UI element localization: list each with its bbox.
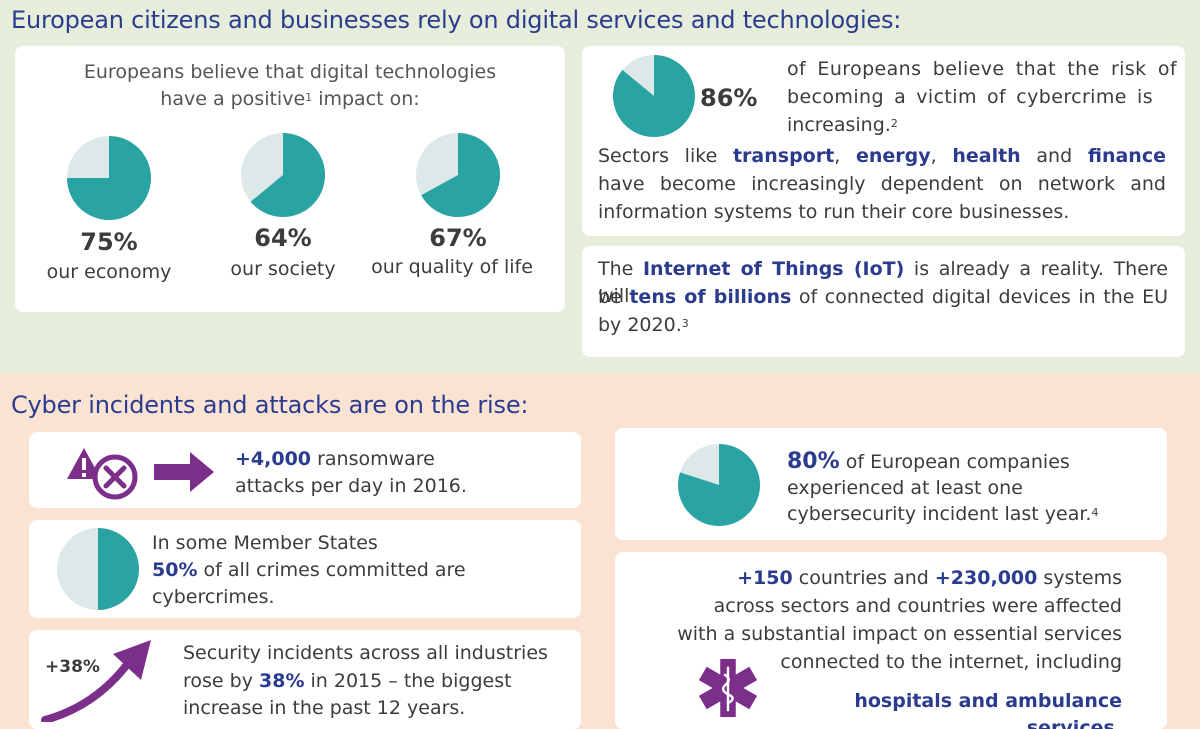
- countries-line2: across sectors and countries were affect…: [625, 593, 1122, 620]
- companies-line2: experienced at least one: [787, 475, 1157, 502]
- star-of-life-icon: [697, 656, 759, 720]
- crimes-line2: 50% of all crimes committed are: [152, 557, 572, 584]
- security-line1: Security incidents across all industries: [183, 640, 573, 667]
- pct-cybercrime: 86%: [700, 84, 770, 112]
- pct-society: 64%: [233, 224, 333, 252]
- pie-society: [240, 132, 326, 218]
- ransomware-line2: attacks per day in 2016.: [235, 473, 575, 500]
- crimes-card: In some Member States 50% of all crimes …: [29, 520, 581, 618]
- label-economy: our economy: [19, 261, 199, 283]
- cybercrime-line2: becoming a victim of cybercrime is: [787, 84, 1153, 111]
- countries-line5: hospitals and ambulance services.: [765, 688, 1122, 729]
- section-heading-incidents: Cyber incidents and attacks are on the r…: [11, 391, 528, 419]
- pie-crimes: [56, 527, 140, 611]
- companies-line3: cybersecurity incident last year.4: [787, 501, 1157, 528]
- arrow-right-icon: [154, 450, 216, 494]
- iot-line3: by 2020.3: [598, 312, 1168, 339]
- cybercrime-line3: increasing.2: [787, 112, 1177, 139]
- pie-companies: [677, 443, 761, 527]
- countries-line1: +150 countries and +230,000 systems: [625, 565, 1122, 592]
- pie-economy: [66, 135, 152, 221]
- ransomware-card: +4,000 ransomware attacks per day in 201…: [29, 432, 581, 508]
- pie-crimes-slice: [98, 528, 139, 610]
- belief-intro-line2: have a positive1 impact on:: [15, 86, 565, 113]
- companies-card: 80% of European companies experienced at…: [615, 428, 1167, 540]
- countries-card: +150 countries and +230,000 systems acro…: [615, 552, 1167, 729]
- pie-cybercrime: [612, 54, 696, 138]
- security-line2: rose by 38% in 2015 – the biggest: [183, 668, 573, 695]
- crimes-line3: cybercrimes.: [152, 584, 572, 611]
- crimes-line1: In some Member States: [152, 530, 572, 557]
- iot-line2: be tens of billions of connected digital…: [598, 284, 1168, 311]
- security-card: +38% Security incidents across all indus…: [29, 630, 581, 729]
- countries-line3: with a substantial impact on essential s…: [625, 621, 1122, 648]
- belief-card: Europeans believe that digital technolog…: [15, 46, 565, 312]
- pct-quality: 67%: [408, 224, 508, 252]
- ransomware-line1: +4,000 ransomware: [235, 446, 575, 473]
- no-entry-icon: [92, 454, 138, 500]
- cybercrime-line1: of Europeans believe that the risk of: [787, 56, 1177, 83]
- belief-intro-line1: Europeans believe that digital technolog…: [15, 59, 565, 86]
- sectors-line2: have become increasingly dependent on ne…: [598, 171, 1166, 198]
- pie-quality: [415, 132, 501, 218]
- companies-line1: 80% of European companies: [787, 448, 1157, 476]
- pct-economy: 75%: [59, 228, 159, 256]
- section-heading-digital: European citizens and businesses rely on…: [11, 6, 901, 34]
- security-line3: increase in the past 12 years.: [183, 695, 573, 722]
- iot-card: The Internet of Things (IoT) is already …: [582, 246, 1185, 357]
- trend-arrow-icon: [41, 636, 159, 722]
- label-quality: our quality of life: [352, 256, 552, 278]
- label-society: our society: [193, 258, 373, 280]
- sectors-line1: Sectors like transport, energy, health a…: [598, 143, 1166, 170]
- sectors-line3: information systems to run their core bu…: [598, 199, 1166, 226]
- cybercrime-card: 86% of Europeans believe that the risk o…: [582, 46, 1185, 236]
